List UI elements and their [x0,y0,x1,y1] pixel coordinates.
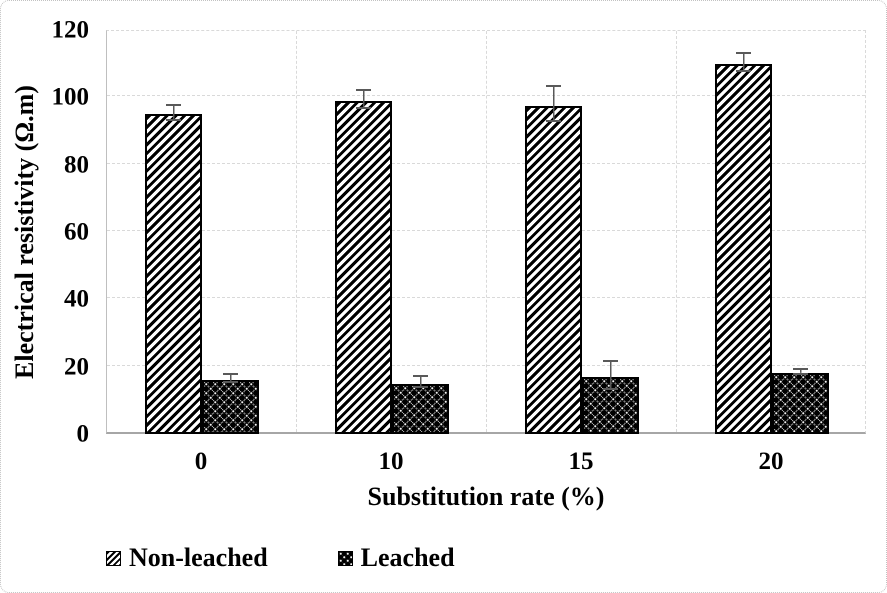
plot-area [106,30,866,434]
legend-label-non-leached: Non-leached [129,543,268,572]
bar-leached-20 [772,373,829,434]
x-tick-label: 0 [194,448,208,475]
error-bar-non-leached-10 [356,88,371,109]
y-tick-label: 60 [64,218,89,246]
bar-non-leached-15 [525,105,582,434]
x-tick-label: 15 [568,448,594,475]
y-tick-label: 0 [76,420,90,448]
bar-non-leached-20 [715,63,772,434]
error-bar-non-leached-15 [546,85,561,123]
x-axis-title: Substitution rate (%) [367,482,605,511]
gridline-vertical [676,31,677,432]
legend: Non-leached Leached [106,545,455,571]
error-bar-leached-15 [603,359,618,390]
error-bar-leached-0 [223,373,238,384]
leached-pattern-swatch-icon [337,550,353,566]
y-tick-label: 100 [51,83,90,111]
y-tick-label: 120 [51,16,90,44]
y-tick-label: 20 [64,353,89,381]
non-leached-pattern-swatch-icon [106,550,121,566]
legend-label-leached: Leached [360,543,455,572]
bar-non-leached-10 [335,100,392,434]
bar-leached-10 [392,383,449,434]
gridline-vertical [296,31,297,432]
bar-leached-0 [202,380,259,434]
y-tick-label: 80 [64,151,89,179]
error-bar-non-leached-20 [736,51,751,72]
x-tick-label: 20 [758,448,784,475]
gridline-vertical [486,31,487,432]
x-tick-label: 10 [378,448,404,475]
bar-leached-15 [582,376,639,434]
error-bar-leached-20 [793,368,808,375]
legend-item-non-leached: Non-leached [106,545,268,571]
y-tick-label: 40 [64,285,89,313]
bar-non-leached-0 [145,114,202,434]
error-bar-leached-10 [413,374,428,389]
error-bar-non-leached-0 [166,103,181,121]
legend-item-leached: Leached [337,543,455,572]
